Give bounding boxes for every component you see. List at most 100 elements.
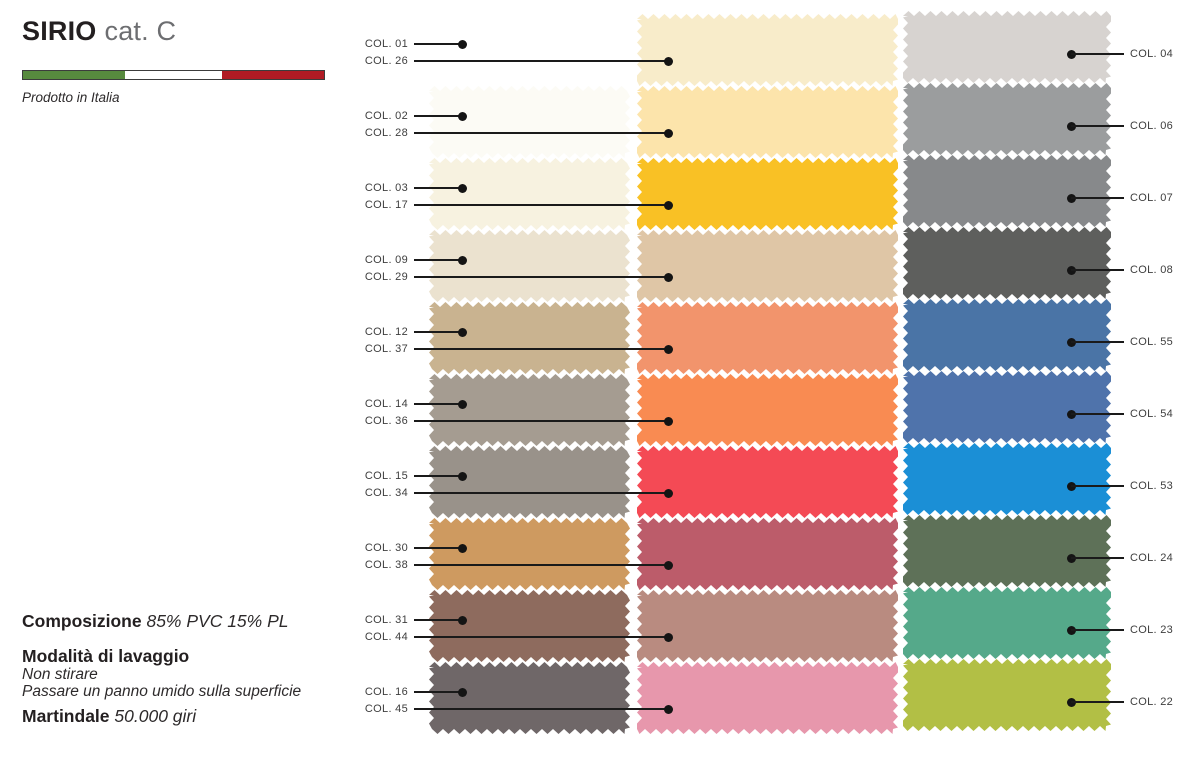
leader-line-col-04 — [1071, 53, 1124, 55]
swatch-label-col-15: COL. 15 — [364, 470, 408, 482]
swatch-label-col-55: COL. 55 — [1130, 336, 1174, 348]
swatch-col-38 — [637, 518, 898, 590]
leader-line-col-09 — [414, 259, 462, 261]
swatch-label-col-07: COL. 07 — [1130, 192, 1174, 204]
leader-line-col-54 — [1071, 413, 1124, 415]
leader-dot-col-01 — [457, 39, 467, 49]
brand-name: SIRIO — [22, 16, 97, 46]
leader-dot-col-29 — [663, 272, 673, 282]
swatch-col-44 — [637, 590, 898, 662]
leader-line-col-15 — [414, 475, 462, 477]
origin-note: Prodotto in Italia — [22, 90, 120, 105]
swatch-col-34 — [637, 446, 898, 518]
swatch-label-col-36: COL. 36 — [364, 415, 408, 427]
swatch-col-08 — [903, 227, 1111, 299]
swatch-label-col-01: COL. 01 — [364, 38, 408, 50]
leader-line-col-30 — [414, 547, 462, 549]
swatch-label-col-14: COL. 14 — [364, 398, 408, 410]
swatch-col-45 — [637, 662, 898, 734]
leader-line-col-16 — [414, 691, 462, 693]
leader-line-col-03 — [414, 187, 462, 189]
leader-line-col-08 — [1071, 269, 1124, 271]
leader-dot-col-17 — [663, 200, 673, 210]
leader-line-col-12 — [414, 331, 462, 333]
swatch-col-02 — [429, 86, 630, 158]
leader-line-col-34 — [414, 492, 668, 494]
leader-dot-col-26 — [663, 56, 673, 66]
leader-line-col-29 — [414, 276, 668, 278]
leader-line-col-07 — [1071, 197, 1124, 199]
swatch-col-54 — [903, 371, 1111, 443]
swatch-label-col-23: COL. 23 — [1130, 624, 1174, 636]
leader-dot-col-02 — [457, 111, 467, 121]
leader-line-col-14 — [414, 403, 462, 405]
swatch-col-36 — [637, 374, 898, 446]
leader-dot-col-16 — [457, 687, 467, 697]
leader-dot-col-14 — [457, 399, 467, 409]
swatch-label-col-03: COL. 03 — [364, 182, 408, 194]
swatch-col-17 — [637, 158, 898, 230]
washing-title: Modalità di lavaggio — [22, 646, 190, 666]
swatch-col-15 — [429, 446, 630, 518]
swatch-label-col-16: COL. 16 — [364, 686, 408, 698]
swatch-col-29 — [637, 230, 898, 302]
leader-dot-col-38 — [663, 560, 673, 570]
swatch-col-01 — [429, 14, 630, 86]
swatch-label-col-31: COL. 31 — [364, 614, 408, 626]
leader-line-col-53 — [1071, 485, 1124, 487]
martindale-label: Martindale — [22, 706, 110, 726]
leader-line-col-44 — [414, 636, 668, 638]
leader-dot-col-31 — [457, 615, 467, 625]
flag-red-segment — [221, 71, 324, 79]
washing-note-1: Non stirare — [22, 666, 98, 683]
swatch-label-col-29: COL. 29 — [364, 271, 408, 283]
leader-dot-col-30 — [457, 543, 467, 553]
leader-dot-col-03 — [457, 183, 467, 193]
composition-line: Composizione 85% PVC 15% PL — [22, 611, 289, 632]
swatch-col-28 — [637, 86, 898, 158]
swatch-label-col-45: COL. 45 — [364, 703, 408, 715]
composition-label: Composizione — [22, 611, 142, 631]
leader-line-col-06 — [1071, 125, 1124, 127]
leader-line-col-02 — [414, 115, 462, 117]
swatch-col-09 — [429, 230, 630, 302]
swatch-col-03 — [429, 158, 630, 230]
leader-line-col-45 — [414, 708, 668, 710]
swatch-col-14 — [429, 374, 630, 446]
leader-dot-col-34 — [663, 488, 673, 498]
leader-dot-col-44 — [663, 632, 673, 642]
swatch-label-col-37: COL. 37 — [364, 343, 408, 355]
leader-line-col-38 — [414, 564, 668, 566]
swatch-label-col-26: COL. 26 — [364, 55, 408, 67]
swatch-col-16 — [429, 662, 630, 734]
swatch-label-col-38: COL. 38 — [364, 559, 408, 571]
swatch-col-26 — [637, 14, 898, 86]
martindale-value: 50.000 giri — [114, 706, 197, 726]
swatch-col-22 — [903, 659, 1111, 731]
leader-dot-col-15 — [457, 471, 467, 481]
flag-green-segment — [23, 71, 126, 79]
swatch-label-col-54: COL. 54 — [1130, 408, 1174, 420]
composition-value: 85% PVC 15% PL — [146, 611, 289, 631]
swatch-label-col-22: COL. 22 — [1130, 696, 1174, 708]
swatch-col-04 — [903, 11, 1111, 83]
leader-line-col-26 — [414, 60, 668, 62]
swatch-label-col-12: COL. 12 — [364, 326, 408, 338]
italy-flag — [22, 70, 325, 80]
leader-dot-col-12 — [457, 327, 467, 337]
swatch-label-col-53: COL. 53 — [1130, 480, 1174, 492]
swatch-label-col-06: COL. 06 — [1130, 120, 1174, 132]
leader-line-col-22 — [1071, 701, 1124, 703]
swatch-label-col-04: COL. 04 — [1130, 48, 1174, 60]
flag-white-segment — [125, 71, 222, 79]
swatch-label-col-08: COL. 08 — [1130, 264, 1174, 276]
swatch-label-col-44: COL. 44 — [364, 631, 408, 643]
leader-dot-col-28 — [663, 128, 673, 138]
leader-dot-col-45 — [663, 704, 673, 714]
leader-line-col-31 — [414, 619, 462, 621]
swatch-label-col-34: COL. 34 — [364, 487, 408, 499]
swatch-label-col-09: COL. 09 — [364, 254, 408, 266]
leader-dot-col-09 — [457, 255, 467, 265]
